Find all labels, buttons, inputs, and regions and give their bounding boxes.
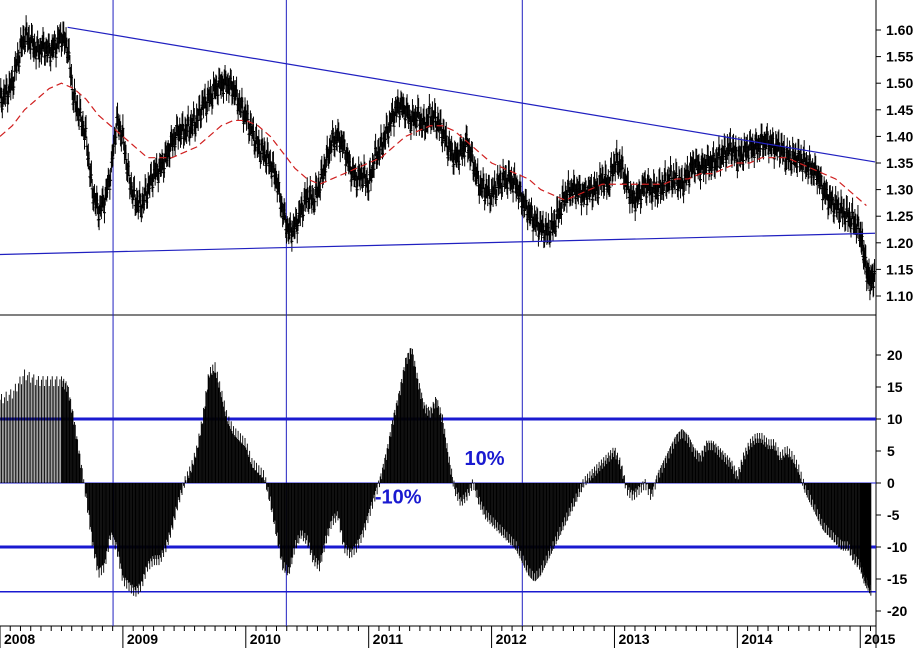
- x-tick-label: 2013: [618, 631, 649, 647]
- moving-average-line: [0, 82, 867, 207]
- oscillator-tick-label: 15: [887, 379, 903, 395]
- oscillator-tick-label: -10: [887, 539, 907, 555]
- band-annotation: 10%: [465, 448, 505, 470]
- oscillator-tick-label: -20: [887, 603, 907, 619]
- x-tick-label: 2010: [250, 631, 281, 647]
- price-tick-label: 1.35: [886, 155, 913, 171]
- axes-layer: 1.60 1.55 1.50 1.45 1.40 1.35 1.30 1.25 1.20 1.15…: [0, 22, 913, 648]
- band-annotation: -10%: [375, 486, 422, 508]
- x-tick-label: 2008: [4, 631, 35, 647]
- oscillator-tick-label: 0: [887, 475, 895, 491]
- price-tick-label: 1.20: [886, 235, 913, 251]
- x-tick-label: 2015: [864, 631, 895, 647]
- oscillator-tick-label: -5: [887, 507, 900, 523]
- price-tick-label: 1.60: [886, 22, 913, 38]
- price-tick-label: 1.10: [886, 288, 913, 304]
- lower-trendline: [0, 232, 876, 256]
- oscillator-tick-label: -15: [887, 571, 907, 587]
- price-tick-label: 1.30: [886, 182, 913, 198]
- oscillator-panel: 10% -10%: [0, 348, 876, 597]
- price-tick-label: 1.25: [886, 208, 913, 224]
- grid-layer: [0, 0, 877, 648]
- price-panel: [0, 15, 877, 301]
- oscillator-tick-label: 10: [887, 411, 903, 427]
- upper-trendline: [67, 26, 876, 163]
- x-tick-label: 2009: [127, 631, 158, 647]
- price-tick-label: 1.55: [886, 49, 913, 65]
- price-tick-label: 1.45: [886, 102, 913, 118]
- x-tick-label: 2011: [373, 631, 404, 647]
- x-tick-label: 2014: [741, 631, 772, 647]
- oscillator-tick-label: 20: [887, 347, 903, 363]
- price-tick-label: 1.40: [886, 128, 913, 144]
- price-tick-label: 1.15: [886, 261, 913, 277]
- price-tick-label: 1.50: [886, 75, 913, 91]
- x-tick-label: 2012: [496, 631, 527, 647]
- oscillator-tick-label: 5: [887, 443, 895, 459]
